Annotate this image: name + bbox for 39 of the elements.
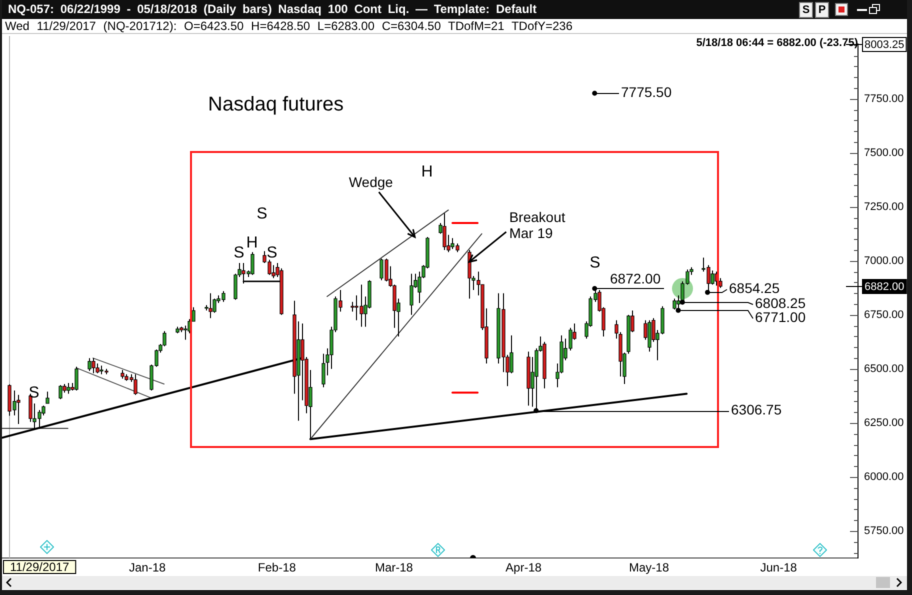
x-tick-label: Mar-18 [374,560,414,575]
text: Wed 11/29/2017 (NQ-201712): O=6423.50 H=6428.50 L=6283.00 C=6304.50 TDofM=21 TDofY=236 [5,19,572,33]
y-tick-label: 7500.00 [864,146,904,159]
y-tick-label: 6250.00 [864,416,904,429]
annotation: 6872.00 [610,270,661,286]
ref-line-label: 6882.00 [864,281,904,294]
y-tick-label: 6000.00 [864,470,904,483]
annotation: H [421,163,433,180]
text: NQ-057: 06/22/1999 - 05/18/2018 (Daily bars) Nasdaq 100 Cont Liq. — Template: Default [8,2,537,17]
y-tick-label: 7750.00 [864,92,904,105]
annotation: S [590,254,600,272]
y-tick-label: 6500.00 [864,362,904,375]
x-tick-label: Jan-18 [128,560,166,575]
annotation: 6771.00 [755,309,806,326]
annotation: 7775.50 [621,84,672,100]
annotation: H [246,234,258,252]
y-tick-label: 5750.00 [864,525,904,538]
annotation: Wedge [348,174,394,190]
annotation: Breakout Mar 19 [509,208,566,241]
ref-line-label: 11/29/2017 [10,560,70,574]
annotation: 6808.25 [755,295,806,312]
annotation: 6854.25 [729,280,780,296]
annotation: S [28,384,40,402]
annotation: S [266,244,278,262]
annotation: 5/18/18 06:44 = 6882.00 (-23.75) [696,36,858,50]
y-tick-label: 7000.00 [864,254,904,267]
annotation: S [256,205,268,222]
x-tick-label: Jun-18 [760,560,798,575]
toolbar-button: S [799,2,813,18]
x-tick-label: Feb-18 [258,560,296,575]
toolbar-button: P [815,2,829,18]
ref-line-label: 8003.25 [864,39,904,52]
annotation: 6306.75 [731,402,782,418]
text: Nasdaq futures [208,94,344,116]
y-tick-label: 7250.00 [864,200,904,213]
x-tick-label: Apr-18 [506,560,542,575]
annotation: S [234,244,244,262]
y-tick-label: 6750.00 [864,308,904,321]
x-tick-label: May-18 [628,560,670,575]
